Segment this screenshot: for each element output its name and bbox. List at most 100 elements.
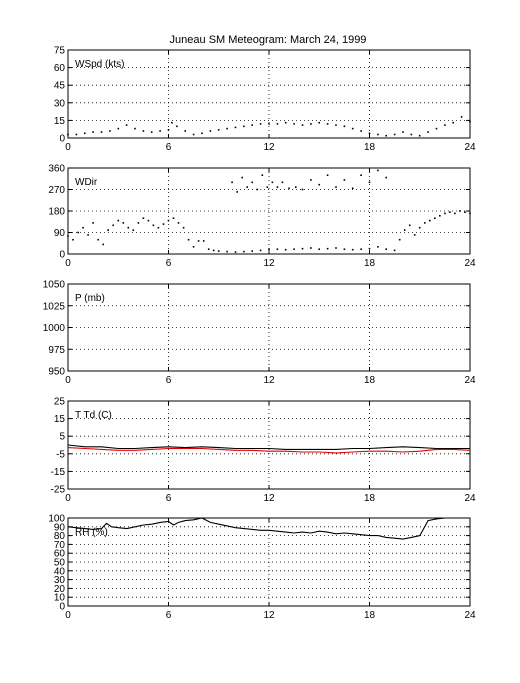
- data-point: [109, 130, 111, 132]
- panel-label: WSpd (kts): [75, 59, 124, 70]
- y-tick-label: 180: [48, 207, 65, 218]
- data-point: [107, 229, 109, 231]
- data-point: [167, 219, 170, 222]
- panel-label: WDir: [75, 177, 98, 188]
- data-point: [335, 186, 337, 188]
- data-point: [464, 211, 466, 213]
- x-tick-label: 18: [364, 142, 376, 153]
- data-point: [413, 234, 416, 236]
- y-tick-label: 20: [54, 584, 66, 595]
- x-tick-label: 24: [464, 258, 476, 269]
- data-point: [142, 217, 145, 219]
- data-point: [301, 247, 304, 250]
- data-point: [398, 238, 401, 241]
- data-point: [192, 246, 195, 248]
- data-point: [134, 127, 136, 130]
- data-point: [429, 219, 431, 222]
- data-point: [418, 226, 421, 229]
- y-tick-label: 40: [54, 566, 66, 577]
- data-point: [268, 248, 270, 250]
- data-point: [197, 240, 200, 242]
- data-point: [385, 134, 387, 137]
- data-point: [256, 188, 259, 191]
- data-point: [368, 247, 371, 250]
- x-tick-label: 18: [364, 610, 376, 621]
- data-point: [182, 226, 185, 229]
- data-point: [201, 132, 203, 135]
- data-point: [266, 186, 269, 188]
- x-tick-label: 0: [65, 375, 71, 386]
- data-point: [393, 133, 396, 136]
- panel-label: T Td (C): [75, 410, 112, 421]
- x-tick-label: 18: [364, 375, 376, 386]
- data-point: [125, 124, 128, 126]
- data-point: [92, 222, 94, 224]
- y-tick-label: -5: [56, 449, 65, 460]
- y-tick-label: 1025: [43, 301, 66, 312]
- y-tick-label: 100: [48, 514, 65, 525]
- data-point: [318, 121, 320, 124]
- data-point: [301, 124, 304, 126]
- data-point: [288, 187, 290, 190]
- x-tick-label: 0: [65, 493, 71, 504]
- data-point: [318, 248, 320, 250]
- data-point: [368, 132, 371, 135]
- data-point: [259, 123, 262, 125]
- data-point: [159, 130, 161, 132]
- data-point: [343, 248, 346, 250]
- data-point: [122, 222, 125, 224]
- data-point: [377, 246, 379, 248]
- data-point: [241, 176, 243, 179]
- data-point: [67, 133, 69, 136]
- y-tick-label: 90: [54, 228, 66, 239]
- data-point: [261, 174, 264, 176]
- y-tick-label: 10: [54, 593, 66, 604]
- y-tick-label: 5: [59, 432, 65, 443]
- y-tick-label: 360: [48, 164, 65, 175]
- data-point: [226, 127, 228, 130]
- data-point: [202, 240, 205, 242]
- y-tick-label: 45: [54, 81, 66, 92]
- data-point: [318, 183, 320, 186]
- x-tick-label: 24: [464, 610, 476, 621]
- y-tick-label: -15: [51, 467, 66, 478]
- data-point: [385, 176, 387, 179]
- y-tick-label: 950: [48, 367, 65, 378]
- data-point: [295, 186, 297, 188]
- data-point: [234, 126, 237, 129]
- data-point: [187, 238, 190, 241]
- data-point: [251, 181, 253, 184]
- data-point: [410, 133, 413, 136]
- data-point: [176, 125, 178, 128]
- data-point: [142, 130, 145, 132]
- data-point: [75, 133, 78, 136]
- panel-4: 0 6 12 18 24 -25 -15 -5 5 15 25 T Td (C): [51, 397, 476, 505]
- series-line-1: [67, 444, 470, 450]
- y-tick-label: 975: [48, 345, 65, 356]
- data-point: [84, 132, 86, 135]
- data-point: [251, 250, 253, 252]
- data-point: [167, 129, 170, 131]
- y-tick-label: 1050: [43, 280, 66, 291]
- data-point: [234, 251, 237, 253]
- data-point: [377, 169, 379, 172]
- y-tick-label: 270: [48, 185, 65, 196]
- data-point: [351, 248, 354, 251]
- data-point: [418, 134, 421, 137]
- data-point: [150, 131, 153, 133]
- x-tick-label: 24: [464, 375, 476, 386]
- data-point: [439, 215, 441, 217]
- panel-label: P (mb): [75, 293, 105, 304]
- x-tick-label: 12: [263, 493, 275, 504]
- data-point: [326, 174, 329, 176]
- y-tick-label: 0: [59, 602, 65, 613]
- y-tick-label: 30: [54, 98, 66, 109]
- panel-3: 0 6 12 18 24 950 975 1000 1025 1050 P (mb): [43, 280, 476, 387]
- panel-2: 0 6 12 18 24 0 90 180 270 360 WDir: [48, 164, 476, 270]
- data-point: [172, 217, 175, 219]
- data-point: [454, 212, 456, 215]
- data-point: [268, 123, 270, 125]
- data-point: [335, 247, 337, 249]
